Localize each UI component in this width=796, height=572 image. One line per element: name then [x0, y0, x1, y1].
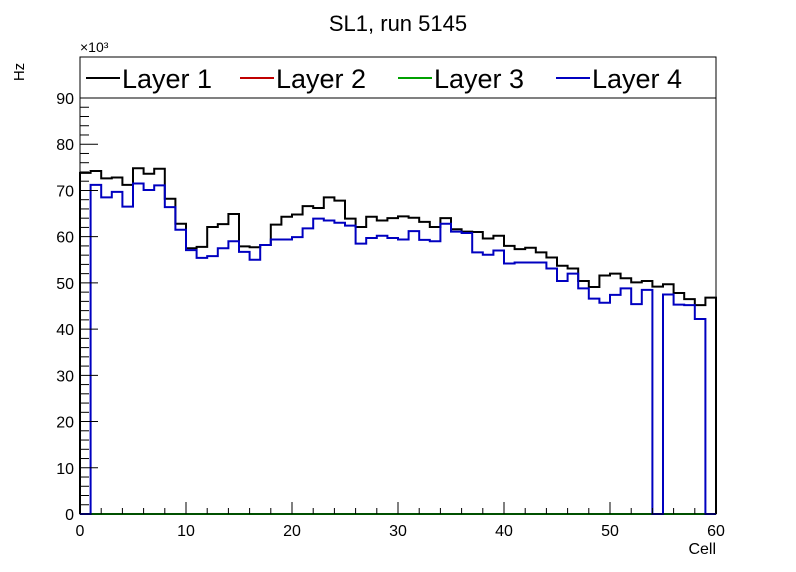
x-tick-label: 20 — [283, 523, 301, 540]
y-axis-label: Hz — [11, 63, 28, 81]
legend: Layer 1 Layer 2 Layer 3 Layer 4 — [79, 56, 717, 99]
chart-title: SL1, run 5145 — [329, 11, 467, 36]
x-tick-label: 60 — [707, 523, 725, 540]
y-tick-label: 50 — [56, 276, 74, 293]
legend-label-layer-4: Layer 4 — [592, 64, 682, 94]
y-tick-label: 70 — [56, 183, 74, 200]
y-tick-label: 20 — [56, 415, 74, 432]
y-tick-label: 40 — [56, 322, 74, 339]
y-tick-label: 60 — [56, 230, 74, 247]
y-tick-label: 10 — [56, 461, 74, 478]
y-tick-label: 0 — [65, 507, 74, 524]
series-line-layer-1 — [79, 167, 717, 514]
series-group — [79, 167, 717, 515]
x-tick-label: 40 — [495, 523, 513, 540]
legend-label-layer-1: Layer 1 — [122, 64, 212, 94]
axis-ticks — [79, 97, 717, 515]
y-tick-label: 80 — [56, 137, 74, 154]
series-line-layer-4 — [80, 182, 716, 515]
axis-tick-labels: 0 10 20 30 40 50 60 0 10 20 30 40 50 60 70 80 90 — [56, 91, 725, 540]
y-tick-label: 90 — [56, 91, 74, 108]
x-axis-label: Cell — [688, 541, 716, 558]
plot-frame — [79, 97, 717, 515]
y-tick-label: 30 — [56, 368, 74, 385]
legend-label-layer-2: Layer 2 — [276, 64, 366, 94]
x-tick-label: 10 — [177, 523, 195, 540]
legend-label-layer-3: Layer 3 — [434, 64, 524, 94]
x-tick-label: 30 — [389, 523, 407, 540]
x-tick-label: 50 — [601, 523, 619, 540]
y-multiplier-label: ×10³ — [80, 39, 109, 55]
x-tick-label: 0 — [76, 523, 85, 540]
